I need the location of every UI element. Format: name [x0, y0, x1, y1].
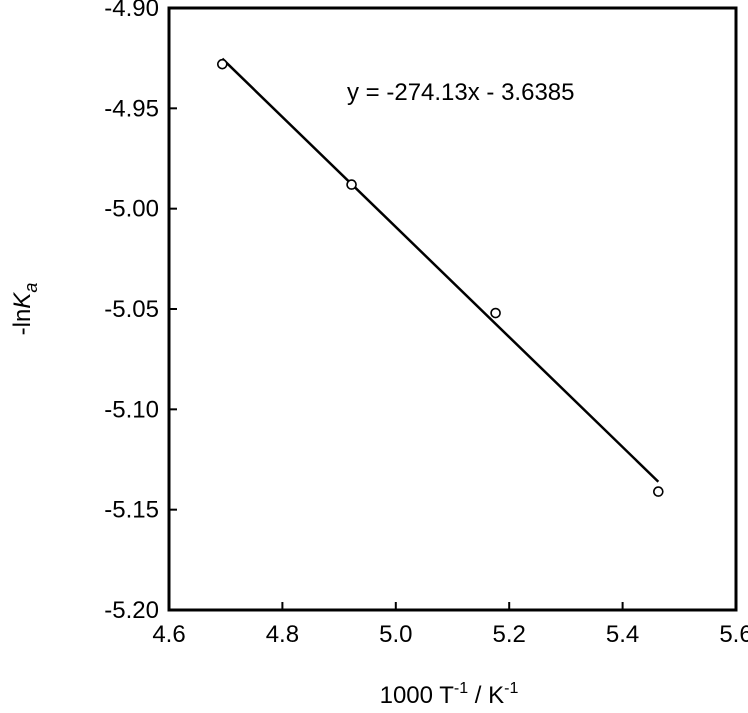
fit-line-layer — [221, 57, 660, 483]
y-tick-label: -4.90 — [104, 0, 159, 22]
y-tick-label: -5.05 — [104, 296, 159, 323]
data-points-layer — [216, 58, 664, 497]
fit-line — [221, 57, 660, 483]
y-tick-label: -5.20 — [104, 597, 159, 624]
x-tick-label: 5.2 — [493, 621, 526, 648]
data-point — [490, 307, 501, 319]
y-tick-label: -5.00 — [104, 196, 159, 223]
y-tick-label: -4.95 — [104, 95, 159, 122]
y-axis-ticks: -4.90 -4.95 -5.00 -5.05 -5.10 -5.15 -5.20 — [104, 0, 177, 624]
x-tick-label: 4.8 — [266, 621, 299, 648]
fit-equation: y = -274.13x - 3.6385 — [347, 79, 574, 106]
x-axis-label: 1000 T-1 / K-1 — [380, 680, 519, 709]
data-point — [216, 58, 228, 70]
y-tick-label: -5.15 — [104, 497, 159, 524]
x-tick-label: 4.6 — [152, 621, 185, 648]
y-tick-label: -5.10 — [104, 396, 159, 423]
x-tick-label: 5.4 — [606, 621, 639, 648]
data-point — [653, 486, 664, 497]
x-tick-label: 5.6 — [719, 621, 748, 648]
x-tick-label: 5.0 — [379, 621, 412, 648]
data-point — [346, 179, 357, 190]
y-axis-label: -lnKa — [9, 283, 41, 336]
x-axis-ticks: 4.6 4.8 5.0 5.2 5.4 5.6 — [152, 602, 748, 648]
